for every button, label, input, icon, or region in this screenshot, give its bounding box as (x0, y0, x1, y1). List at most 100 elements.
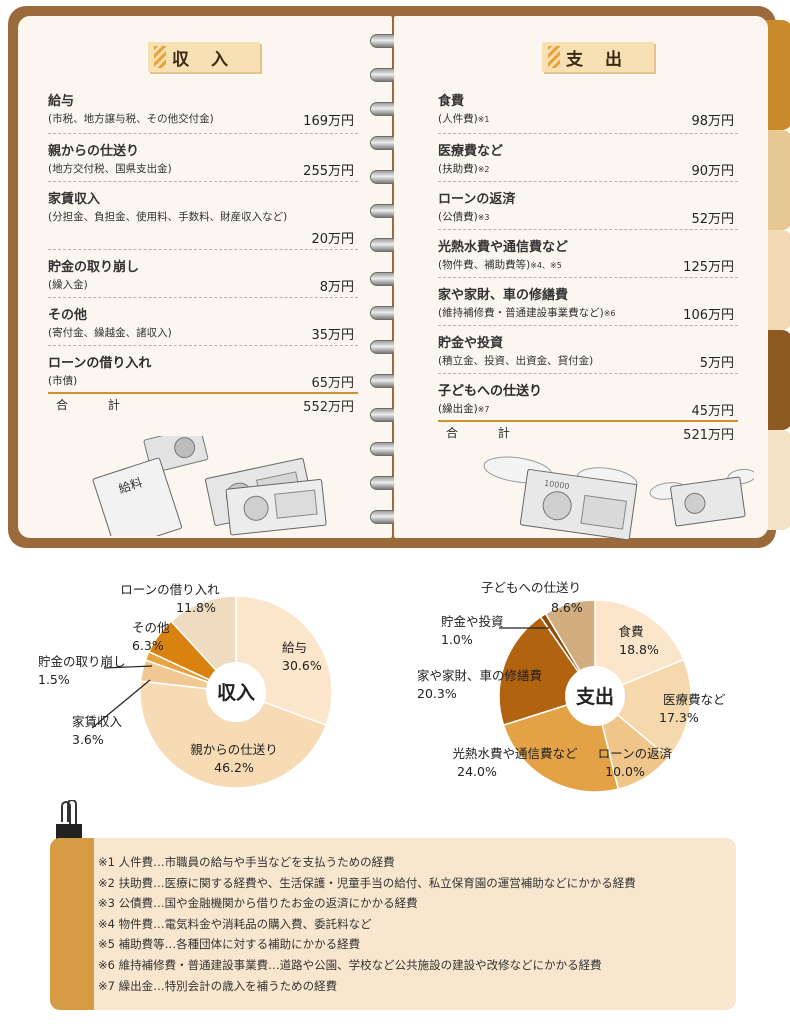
slice-percent: 10.0% (605, 764, 645, 779)
row-amount: 98万円 (691, 114, 734, 129)
income-row-savings: 貯金の取り崩し (繰入金) 8万円 (48, 250, 358, 298)
expense-row-child: 子どもへの仕送り (繰出金)※7 45万円 (438, 374, 738, 420)
pie-slice (139, 680, 328, 789)
row-sub: (扶助費) (438, 163, 478, 175)
row-label: 貯金や投資 (438, 336, 504, 351)
leader-line (91, 679, 151, 729)
leader-line (103, 665, 153, 669)
pie-center (206, 662, 266, 722)
slice-label: 給与 (282, 640, 307, 655)
slice-label: ローンの借り入れ (120, 582, 220, 597)
income-row-salary: 給与 (市税、地方譲与税、その他交付金) 169万円 (48, 86, 358, 134)
total-label: 合 計 (446, 426, 528, 440)
total-amount: 552万円 (303, 400, 354, 415)
row-label: 子どもへの仕送り (438, 384, 543, 399)
expense-list: 食費 (人件費)※1 98万円 医療費など (扶助費)※2 90万円 ローンの返… (438, 86, 738, 445)
income-row-other: その他 (寄付金、繰越金、諸収入) 35万円 (48, 298, 358, 346)
row-amount: 20万円 (311, 232, 354, 247)
footnotes-panel: ※1 人件費…市職員の給与や手当などを支払うための経費 ※2 扶助費…医療に関す… (50, 838, 736, 1010)
notebook-tab (766, 130, 790, 230)
footnote: ※1 人件費…市職員の給与や手当などを支払うための経費 (98, 855, 395, 869)
row-note: ※7 (477, 405, 490, 414)
row-note: ※1 (477, 115, 490, 124)
slice-percent: 1.5% (38, 672, 70, 687)
expense-page: 支 出 食費 (人件費)※1 98万円 医療費など (扶助費)※2 90万円 ロ… (394, 16, 768, 541)
expense-row-medical: 医療費など (扶助費)※2 90万円 (438, 134, 738, 182)
slice-percent: 20.3% (417, 686, 457, 701)
slice-label: 家賃収入 (72, 714, 123, 729)
row-sub: (公債費) (438, 211, 478, 223)
income-row-allowance: 親からの仕送り (地方交付税、国県支出金) 255万円 (48, 134, 358, 182)
notebook: 収 入 給与 (市税、地方譲与税、その他交付金) 169万円 親からの仕送り (… (8, 6, 790, 548)
slice-percent: 17.3% (659, 710, 699, 725)
row-note: ※6 (603, 309, 616, 318)
row-label: 親からの仕送り (48, 144, 140, 159)
income-total: 合 計 552万円 (48, 392, 358, 417)
income-title: 収 入 (148, 42, 260, 72)
row-amount: 125万円 (683, 260, 734, 275)
row-sub: (積立金、投資、出資金、貸付金) (438, 355, 594, 367)
pie-slice (593, 658, 692, 759)
row-sub: (物件費、補助費等) (438, 259, 531, 271)
income-row-rent: 家賃収入 (分担金、負担金、使用料、手数料、財産収入など) 20万円 (48, 182, 358, 250)
slice-percent: 18.8% (619, 642, 659, 657)
row-label: 家や家財、車の修繕費 (438, 288, 569, 303)
slice-percent: 8.6% (551, 600, 583, 615)
row-label: 家賃収入 (48, 192, 101, 207)
slice-percent: 6.3% (132, 638, 164, 653)
bill-denomination: 10000 (544, 479, 570, 491)
footnote: ※6 維持補修費・普通建設事業費…道路や公園、学校など公共施設の建設や改修などに… (98, 957, 602, 972)
row-amount: 35万円 (311, 328, 354, 343)
row-amount: 8万円 (319, 280, 354, 295)
pie-center-label: 支出 (575, 685, 614, 708)
row-sub: (地方交付税、国県支出金) (48, 163, 172, 175)
row-amount: 65万円 (311, 376, 354, 391)
row-amount: 45万円 (691, 404, 734, 419)
slice-label: 貯金や投資 (441, 614, 504, 629)
expense-row-loan-repay: ローンの返済 (公債費)※3 52万円 (438, 182, 738, 230)
slice-label: 家や家財、車の修繕費 (417, 668, 542, 683)
notebook-tab (766, 230, 790, 330)
salary-money-illustration: 給料 (92, 436, 327, 536)
expense-row-utilities: 光熱水費や通信費など (物件費、補助費等)※4、※5 125万円 (438, 230, 738, 278)
slice-label: ローンの返済 (598, 746, 673, 761)
notebook-tab (766, 20, 790, 130)
expense-total: 合 計 521万円 (438, 420, 738, 445)
binder-clip-icon (56, 800, 82, 842)
notebook-tab (766, 430, 790, 530)
row-label: 医療費など (438, 144, 504, 159)
expense-row-invest: 貯金や投資 (積立金、投資、出資金、貸付金) 5万円 (438, 326, 738, 374)
slice-label: 親からの仕送り (190, 742, 278, 757)
slice-label: その他 (132, 620, 170, 635)
row-sub: (市債) (48, 375, 78, 387)
pie-slice (594, 599, 685, 698)
slice-percent: 1.0% (441, 632, 473, 647)
income-list: 給与 (市税、地方譲与税、その他交付金) 169万円 親からの仕送り (地方交付… (48, 86, 358, 417)
slice-label: 医療費など (663, 692, 726, 707)
flying-money-illustration: 10000 (483, 456, 754, 541)
row-label: その他 (48, 308, 88, 323)
row-label: 貯金の取り崩し (48, 260, 140, 275)
income-row-loan: ローンの借り入れ (市債) 65万円 (48, 346, 358, 392)
pie-center (565, 666, 625, 726)
row-sub: (繰出金) (438, 403, 478, 415)
row-amount: 255万円 (303, 164, 354, 179)
row-note: ※2 (477, 165, 490, 174)
row-note: ※3 (477, 213, 490, 222)
slice-percent: 11.8% (176, 600, 216, 615)
slice-label: 子どもへの仕送り (481, 580, 581, 595)
footnote: ※7 繰出金…特別会計の歳入を補うための経費 (98, 978, 338, 993)
slice-label: 食費 (618, 624, 643, 639)
slice-percent: 24.0% (457, 764, 497, 779)
row-amount: 5万円 (699, 356, 734, 371)
slice-percent: 30.6% (282, 658, 322, 673)
row-sub: (繰入金) (48, 279, 88, 291)
row-sub: (維持補修費・普通建設事業費など) (438, 307, 604, 319)
row-amount: 169万円 (303, 114, 354, 129)
pie-center-label: 収入 (217, 682, 255, 704)
row-sub: (分担金、負担金、使用料、手数料、財産収入など) (48, 211, 288, 223)
income-pie-chart: 収入 給与 30.6% 親からの仕送り 46.2% 家賃収入 3.6% 貯金の取り崩し 1.5%… (38, 582, 333, 789)
row-label: 光熱水費や通信費など (438, 240, 569, 255)
total-amount: 521万円 (683, 428, 734, 443)
slice-percent: 3.6% (72, 732, 104, 747)
